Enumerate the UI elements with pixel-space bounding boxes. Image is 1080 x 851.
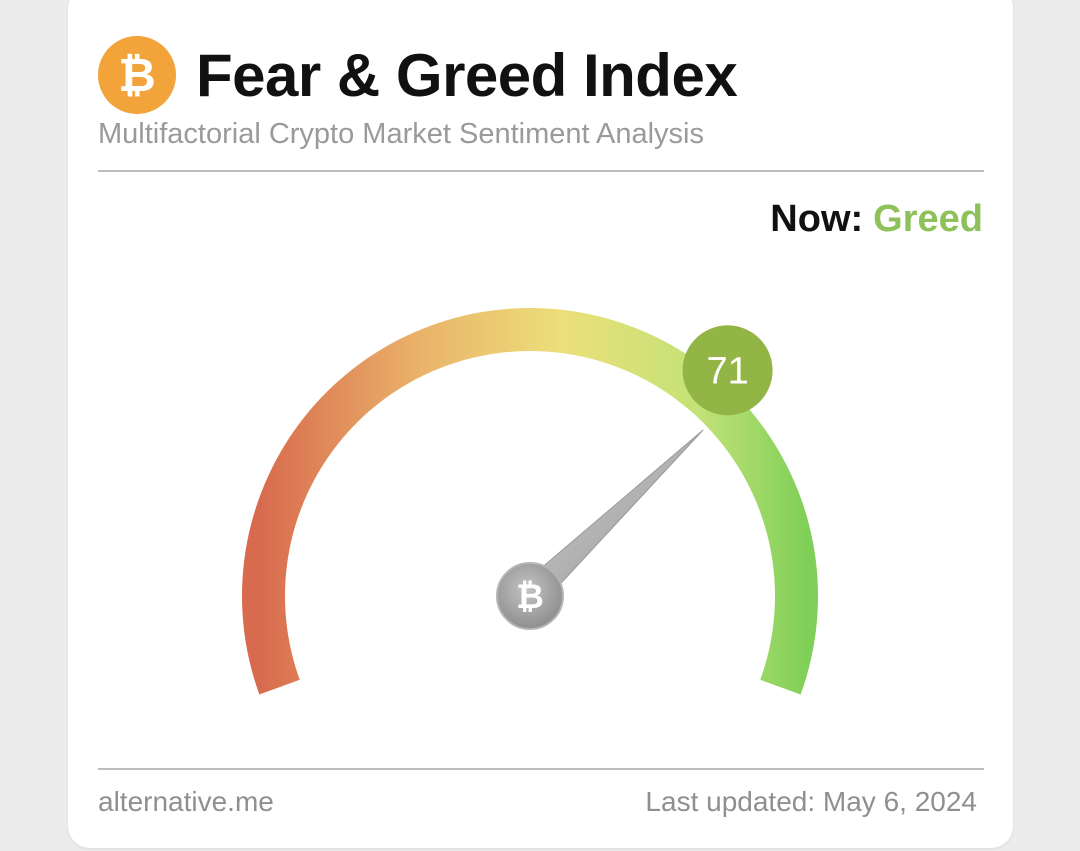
sentiment-gauge: ₿ 71 [241, 308, 818, 695]
bitcoin-logo-icon: ₿ [98, 36, 176, 114]
top-divider [98, 170, 984, 172]
source-link[interactable]: alternative.me [98, 786, 274, 817]
current-sentiment-label: Now: [770, 198, 864, 240]
page-subtitle: Multifactorial Crypto Market Sentiment A… [98, 118, 704, 150]
bottom-divider [98, 768, 984, 770]
fear-greed-card: ₿ Fear & Greed Index Multifactorial Cryp… [68, 0, 1013, 848]
current-sentiment-value: Greed [873, 198, 983, 240]
gauge-hub [496, 562, 564, 630]
value-badge-text: 71 [706, 350, 748, 392]
last-updated: Last updated: May 6, 2024 [645, 786, 977, 817]
value-badge [682, 325, 773, 416]
bitcoin-hub-icon: ₿ [516, 578, 544, 616]
header: ₿ Fear & Greed Index [98, 36, 738, 114]
current-sentiment: Now: Greed [770, 198, 983, 241]
page-title: Fear & Greed Index [196, 41, 738, 109]
